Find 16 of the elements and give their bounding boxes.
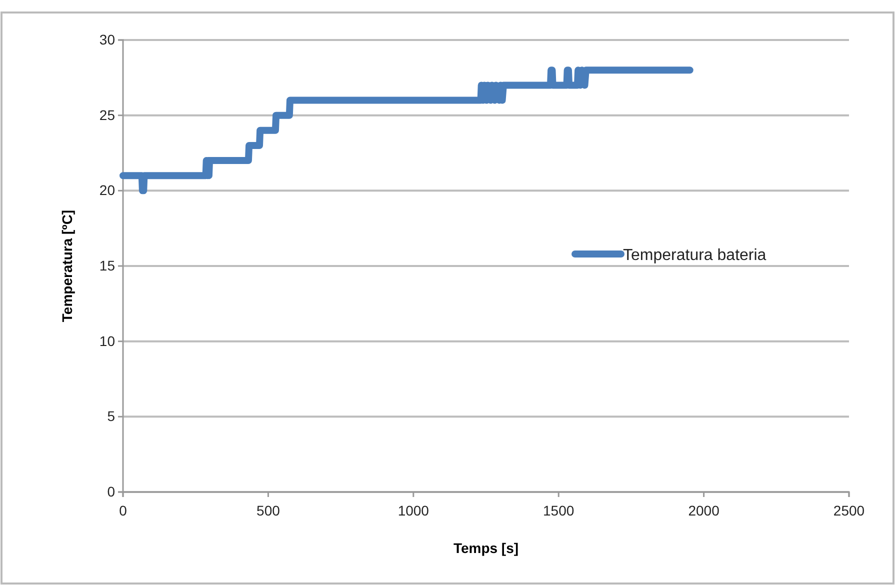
x-tick-label: 2500: [833, 502, 865, 518]
y-tick-label: 10: [99, 332, 116, 349]
y-tick-label: 5: [107, 408, 116, 424]
y-axis-title: Temperatura [ºC]: [59, 210, 75, 322]
x-tick-label: 1500: [543, 502, 574, 518]
x-tick-label: 500: [256, 502, 280, 518]
x-axis-title: Temps [s]: [453, 540, 519, 556]
y-tick-label: 25: [99, 106, 116, 123]
x-tick-label: 0: [119, 502, 128, 518]
y-tick-label: 15: [99, 257, 116, 274]
y-tick-label: 20: [99, 182, 116, 198]
x-tick-label: 1000: [398, 502, 430, 518]
legend-label: Temperatura bateria: [623, 247, 766, 264]
x-tick-label: 2000: [688, 502, 720, 518]
y-tick-label: 30: [99, 31, 116, 48]
y-tick-label: 0: [107, 483, 116, 500]
